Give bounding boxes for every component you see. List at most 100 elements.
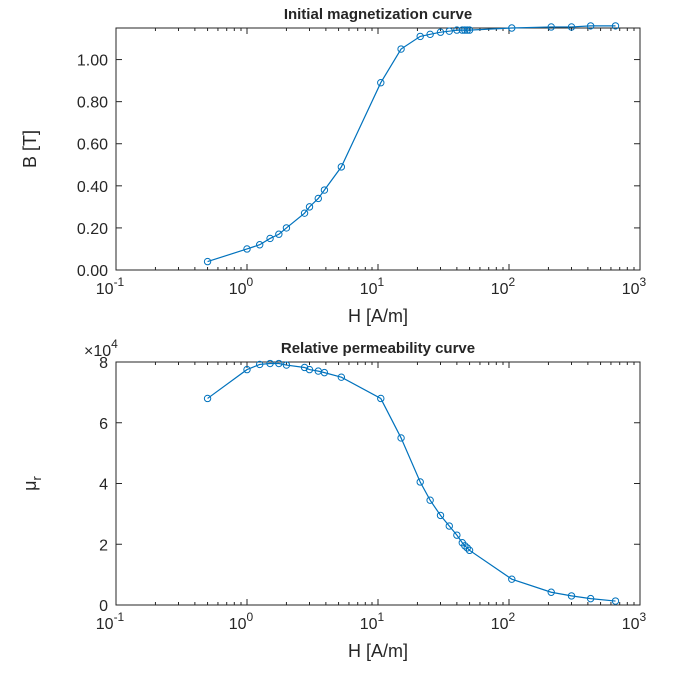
x-tick-label-exp: -1 xyxy=(114,275,125,289)
data-point xyxy=(547,588,555,596)
chart-title: Initial magnetization curve xyxy=(284,6,472,23)
data-point xyxy=(377,79,385,87)
y-tick-label: 0.80 xyxy=(77,95,108,112)
data-point xyxy=(266,359,274,368)
x-tick-label: 10-1 xyxy=(96,610,125,633)
x-tick-label-base: 10 xyxy=(96,616,114,633)
y-tick-label: 4 xyxy=(99,477,108,494)
x-tick-label-base: 10 xyxy=(622,616,640,633)
y-exponent-label-base: ×10 xyxy=(84,343,111,360)
data-point xyxy=(320,186,329,194)
x-tick-label-exp: 3 xyxy=(640,610,647,624)
y-exponent-label: ×104 xyxy=(84,337,118,360)
data-point xyxy=(203,257,212,266)
x-tick-label: 10-1 xyxy=(96,275,125,298)
data-point xyxy=(377,394,385,403)
data-point xyxy=(282,361,291,369)
y-axis-label-sub: r xyxy=(29,475,44,480)
data-point xyxy=(586,22,595,30)
data-point xyxy=(445,522,453,530)
data-point xyxy=(461,26,469,34)
data-point xyxy=(203,394,212,403)
x-axis-label: H [A/m] xyxy=(348,641,408,661)
y-axis-label: B [T] xyxy=(20,130,40,168)
data-point xyxy=(305,203,314,211)
y-axis-label: μr xyxy=(20,475,44,490)
x-tick-label-exp: -1 xyxy=(114,610,125,624)
series-line xyxy=(207,362,616,602)
data-point xyxy=(282,224,291,232)
y-tick-label: 2 xyxy=(99,537,108,554)
x-tick-label-base: 10 xyxy=(96,281,114,298)
x-tick-label: 100 xyxy=(229,610,254,633)
x-tick-label: 102 xyxy=(491,275,516,298)
y-tick-label: 0.20 xyxy=(77,221,108,238)
data-point xyxy=(426,30,434,39)
x-tick-label-base: 10 xyxy=(229,281,247,298)
axes-frame xyxy=(115,27,641,271)
x-tick-label: 101 xyxy=(360,610,385,633)
x-tick-label-exp: 1 xyxy=(378,610,385,624)
x-tick-label-exp: 3 xyxy=(640,275,647,289)
data-point xyxy=(320,368,329,377)
x-tick-label-exp: 0 xyxy=(247,275,254,289)
x-tick-label-base: 10 xyxy=(491,616,509,633)
data-point xyxy=(255,360,264,369)
data-point xyxy=(453,531,461,539)
x-tick-label: 100 xyxy=(229,275,254,298)
data-point xyxy=(337,163,346,171)
data-point xyxy=(611,22,620,30)
x-tick-label-exp: 2 xyxy=(509,275,516,289)
y-tick-label: 6 xyxy=(99,416,108,433)
x-tick-label: 103 xyxy=(622,610,647,633)
data-point xyxy=(397,434,405,442)
data-point xyxy=(463,544,471,552)
data-point xyxy=(243,365,251,374)
data-point xyxy=(611,597,620,605)
y-exponent-label-exp: 4 xyxy=(111,337,118,351)
y-tick-label: 1.00 xyxy=(77,53,108,70)
x-tick-label-base: 10 xyxy=(491,281,509,298)
data-point xyxy=(300,363,309,372)
data-point xyxy=(436,511,445,520)
data-point xyxy=(337,373,346,381)
data-point xyxy=(255,241,264,249)
data-point xyxy=(305,365,314,374)
data-point xyxy=(458,26,466,34)
x-tick-label-exp: 2 xyxy=(509,610,516,624)
data-point xyxy=(567,592,576,600)
data-point xyxy=(266,234,274,243)
y-tick-label: 0.00 xyxy=(77,263,108,280)
data-point xyxy=(275,230,283,238)
data-point xyxy=(463,26,471,34)
x-tick-label-exp: 0 xyxy=(247,610,254,624)
data-point xyxy=(300,209,309,217)
data-point xyxy=(453,26,461,34)
data-point xyxy=(465,546,474,555)
x-tick-label-base: 10 xyxy=(622,281,640,298)
data-point xyxy=(314,194,322,203)
x-tick-label-base: 10 xyxy=(360,281,378,298)
data-point xyxy=(445,27,453,35)
x-tick-label-base: 10 xyxy=(360,616,378,633)
data-point xyxy=(508,575,516,583)
x-tick-label-exp: 1 xyxy=(378,275,385,289)
x-tick-label: 103 xyxy=(622,275,647,298)
data-point xyxy=(547,23,555,31)
y-tick-label: 0 xyxy=(99,598,108,615)
data-point xyxy=(426,496,434,504)
data-point xyxy=(567,23,576,31)
x-tick-label: 102 xyxy=(491,610,516,633)
x-tick-label: 101 xyxy=(360,275,385,298)
data-point xyxy=(397,45,405,53)
data-point xyxy=(461,542,469,550)
data-point xyxy=(243,245,251,253)
x-axis-label: H [A/m] xyxy=(348,306,408,326)
chart-title: Relative permeability curve xyxy=(281,340,475,357)
y-tick-label: 8 xyxy=(99,355,108,372)
magnetization-panel: 10-1 100 101 102 1030.000.200.400.600.801.00… xyxy=(20,6,647,326)
data-point xyxy=(436,28,445,36)
